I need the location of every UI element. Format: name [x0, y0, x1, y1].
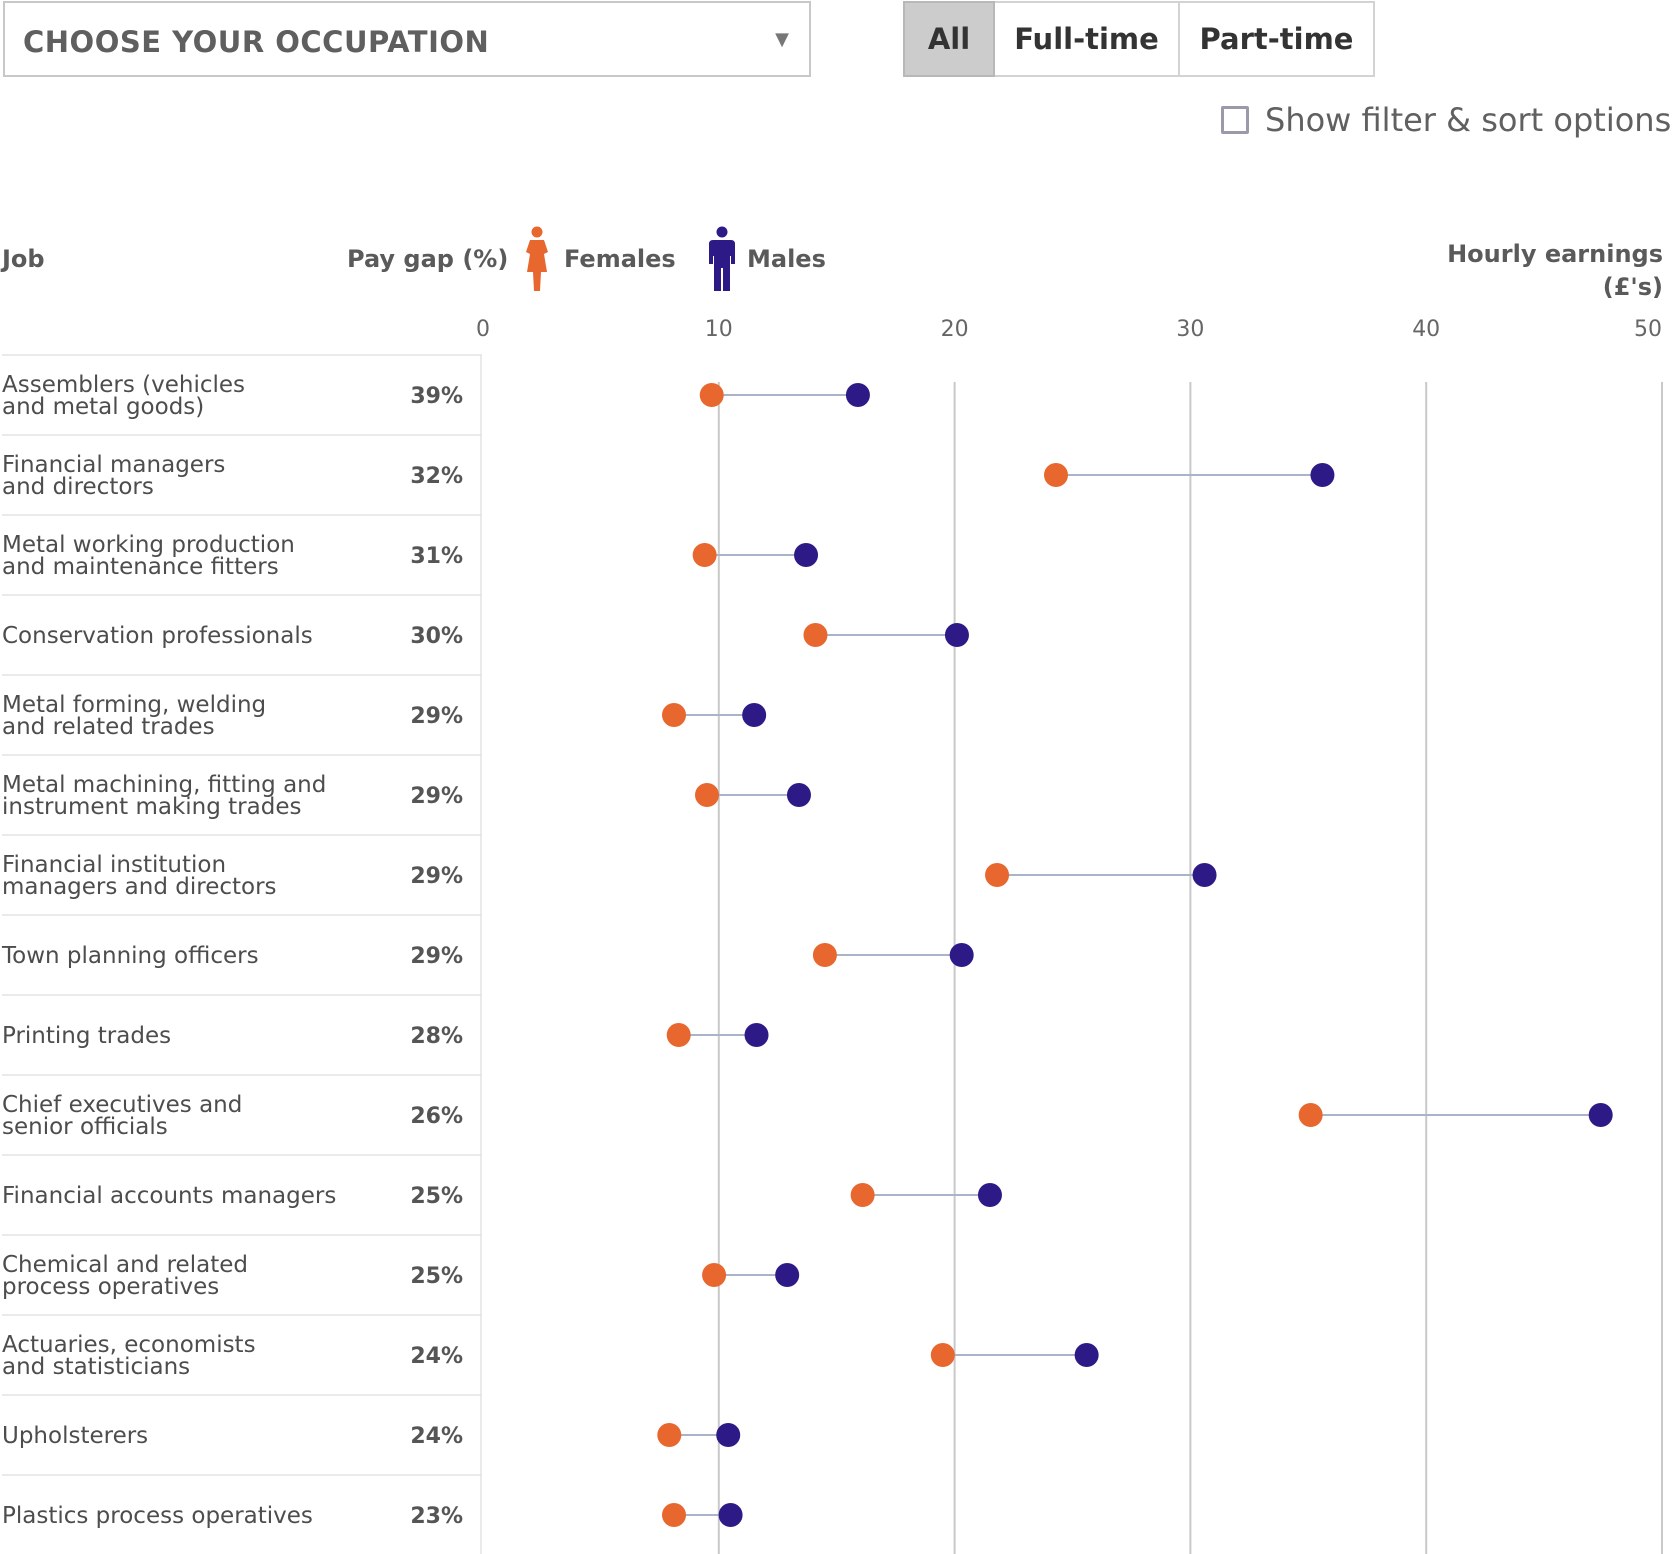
toggle-full-time-button[interactable]: Full-time: [995, 1, 1180, 77]
male-earnings-point: [794, 543, 819, 567]
female-earnings-point: [702, 1263, 727, 1287]
occupation-select-label: CHOOSE YOUR OCCUPATION: [23, 25, 490, 59]
male-earnings-point: [977, 1183, 1002, 1207]
female-earnings-point: [699, 383, 724, 407]
female-earnings-point: [661, 703, 686, 727]
pay-gap-value: 29%: [410, 944, 463, 969]
dropdown-arrow-icon: ▼: [775, 29, 789, 50]
male-earnings-point: [845, 383, 870, 407]
legend-label-males: Males: [747, 245, 826, 273]
legend-females: Females: [520, 226, 676, 292]
job-label: Metal forming, welding and related trades: [2, 692, 266, 740]
hourly-earnings-header: Hourly earnings: [1447, 240, 1663, 268]
legend-males: Males: [707, 226, 826, 292]
job-label: Financial institution managers and direct…: [2, 852, 277, 900]
female-earnings-point: [657, 1423, 682, 1447]
job-label: Chemical and related process operatives: [2, 1252, 248, 1300]
pay-gap-value: 39%: [410, 384, 463, 409]
female-earnings-point: [692, 543, 717, 567]
x-tick-label: 10: [705, 317, 733, 342]
hourly-earnings-unit: (£'s): [1602, 273, 1663, 301]
job-label: Actuaries, economists and statisticians: [2, 1332, 256, 1380]
job-label: Conservation professionals: [2, 623, 313, 649]
job-label: Metal working production and maintenance …: [2, 532, 295, 580]
female-earnings-point: [812, 943, 837, 967]
male-icon: [709, 226, 735, 291]
female-earnings-point: [803, 623, 828, 647]
job-column-header: Job: [2, 245, 45, 273]
female-earnings-point: [1043, 463, 1068, 487]
male-earnings-point: [786, 783, 811, 807]
pay-gap-value: 29%: [410, 864, 463, 889]
pay-gap-value: 25%: [410, 1184, 463, 1209]
male-earnings-point: [744, 1023, 769, 1047]
filter-checkbox[interactable]: [1221, 106, 1249, 134]
pay-gap-value: 24%: [410, 1424, 463, 1449]
female-earnings-point: [985, 863, 1010, 887]
pay-gap-value: 32%: [410, 464, 463, 489]
pay-gap-value: 23%: [410, 1504, 463, 1529]
male-earnings-point: [716, 1423, 741, 1447]
male-earnings-point: [1588, 1103, 1613, 1127]
female-earnings-point: [661, 1503, 686, 1527]
female-earnings-point: [695, 783, 720, 807]
pay-gap-value: 25%: [410, 1264, 463, 1289]
male-earnings-point: [718, 1503, 743, 1527]
earnings-chart: 0 10 20 30 40 50 Assemblers (vehicles and metal…: [1, 317, 1663, 1554]
male-earnings-point: [1310, 463, 1335, 487]
filter-sort-toggle[interactable]: Show filter & sort options: [1221, 101, 1671, 139]
x-tick-label: 0: [476, 317, 490, 342]
pay-gap-value: 30%: [410, 624, 463, 649]
male-earnings-point: [1074, 1343, 1099, 1367]
male-earnings-point: [742, 703, 767, 727]
pay-gap-column-header: Pay gap (%): [347, 245, 509, 273]
pay-gap-value: 31%: [410, 544, 463, 569]
male-earnings-point: [775, 1263, 800, 1287]
filter-checkbox-label: Show filter & sort options: [1265, 101, 1672, 139]
female-earnings-point: [930, 1343, 955, 1367]
pay-gap-value: 28%: [410, 1024, 463, 1049]
female-icon: [526, 226, 548, 291]
job-label: Chief executives and senior officials: [2, 1092, 242, 1140]
pay-gap-value: 26%: [410, 1104, 463, 1129]
female-earnings-point: [850, 1183, 875, 1207]
job-label: Assemblers (vehicles and metal goods): [2, 372, 245, 420]
x-tick-label: 40: [1412, 317, 1440, 342]
female-earnings-point: [1298, 1103, 1323, 1127]
employment-type-toggle: All Full-time Part-time: [903, 1, 1375, 77]
pay-gap-value: 24%: [410, 1344, 463, 1369]
x-tick-label: 30: [1176, 317, 1204, 342]
male-earnings-point: [944, 623, 969, 647]
job-label: Financial accounts managers: [2, 1183, 336, 1209]
toggle-all-button[interactable]: All: [903, 1, 995, 77]
occupation-select[interactable]: CHOOSE YOUR OCCUPATION ▼: [3, 1, 811, 77]
job-label: Metal machining, fitting and instrument m…: [2, 772, 326, 820]
job-label: Upholsterers: [2, 1423, 148, 1449]
job-label: Plastics process operatives: [2, 1503, 313, 1529]
x-tick-label: 20: [941, 317, 969, 342]
job-label: Printing trades: [2, 1023, 171, 1049]
pay-gap-value: 29%: [410, 784, 463, 809]
job-label: Town planning officers: [1, 943, 259, 969]
male-earnings-point: [1192, 863, 1217, 887]
legend-label-females: Females: [564, 245, 676, 273]
female-earnings-point: [666, 1023, 691, 1047]
male-earnings-point: [949, 943, 974, 967]
pay-gap-value: 29%: [410, 704, 463, 729]
job-label: Financial managers and directors: [2, 452, 225, 500]
toggle-part-time-button[interactable]: Part-time: [1180, 1, 1375, 77]
x-tick-label: 50: [1634, 317, 1662, 342]
